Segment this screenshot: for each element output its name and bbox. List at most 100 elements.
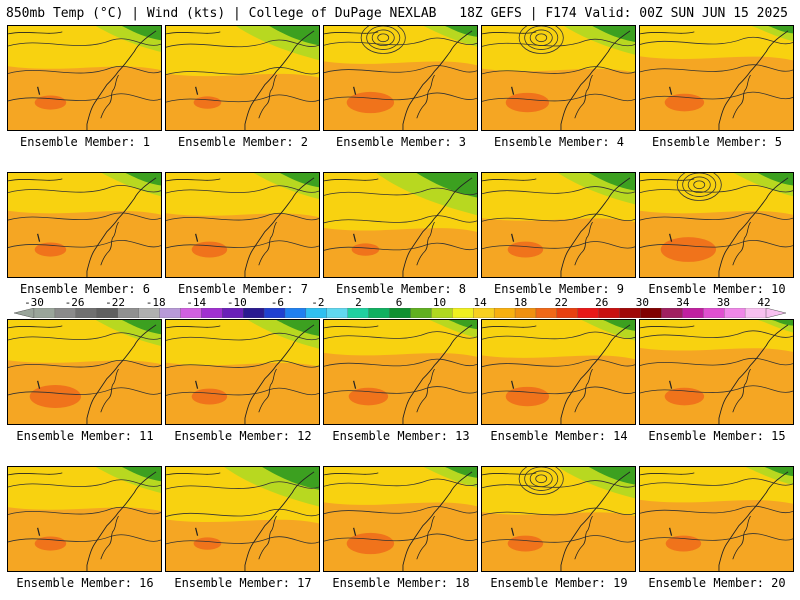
height-contour	[324, 358, 477, 367]
chesapeake-bay-outline	[416, 515, 435, 560]
chart-title: 850mb Temp (°C) | Wind (kts) | College o…	[6, 6, 437, 21]
height-contour	[640, 212, 793, 221]
colorbar-swatch	[452, 308, 474, 318]
cool-air-region	[416, 173, 477, 198]
coastline	[244, 324, 315, 424]
height-contour	[324, 386, 477, 395]
height-contour	[482, 359, 635, 368]
ensemble-member-label: Ensemble Member: 9	[493, 282, 625, 296]
colorbar-swatch	[431, 308, 453, 318]
lake-outline	[324, 325, 379, 329]
coastline	[86, 177, 157, 277]
map-feature-line	[37, 527, 41, 536]
coastline	[560, 177, 631, 277]
lake-outline	[482, 472, 537, 476]
lake-outline	[8, 178, 63, 182]
ensemble-member-map	[165, 319, 320, 425]
low-pressure-contour	[524, 26, 559, 50]
colorbar-swatch	[514, 308, 537, 318]
colorbar-swatch	[368, 308, 391, 318]
coastline	[718, 177, 789, 277]
colorbar-swatch	[117, 308, 140, 318]
temperature-map	[8, 173, 161, 277]
temperature-map	[324, 320, 477, 424]
cool-air-region	[324, 26, 477, 66]
height-contour	[482, 93, 635, 102]
ensemble-member-map	[165, 172, 320, 278]
height-contour	[8, 506, 161, 515]
height-contour	[482, 213, 635, 222]
coastline	[402, 30, 473, 130]
cool-air-region	[125, 173, 161, 186]
warm-air-region	[193, 537, 222, 550]
height-contour	[482, 386, 635, 395]
colorbar-swatch	[724, 308, 746, 318]
height-contour	[166, 360, 319, 369]
ensemble-member-label: Ensemble Member: 6	[19, 282, 151, 296]
height-contour	[482, 507, 635, 516]
cool-air-region	[279, 173, 319, 188]
colorbar-swatch	[75, 308, 98, 318]
chesapeake-bay-outline	[100, 515, 119, 560]
colorbar-tick-label: -14	[186, 296, 207, 309]
colorbar-tick-label: -2	[311, 296, 325, 309]
height-contour	[8, 65, 161, 74]
colorbar-tick-label: 42	[757, 296, 771, 309]
cool-air-region	[276, 320, 319, 336]
ensemble-member-map	[323, 172, 478, 278]
temperature-map	[640, 173, 793, 277]
colorbar-swatch	[661, 308, 683, 318]
colorbar-swatch	[640, 308, 663, 318]
cool-air-region	[771, 320, 793, 326]
ensemble-member-map	[323, 319, 478, 425]
cool-air-region	[269, 26, 319, 46]
ensemble-member-map	[639, 466, 794, 572]
colorbar-swatch	[222, 308, 244, 318]
height-contour	[482, 241, 635, 250]
colorbar-swatch	[54, 308, 77, 318]
chesapeake-bay-outline	[732, 515, 751, 560]
height-contour	[640, 357, 793, 366]
coastline	[402, 471, 473, 571]
temperature-map	[8, 467, 161, 571]
temperature-map	[482, 467, 635, 571]
warm-air-region	[660, 237, 717, 262]
coastline	[402, 177, 473, 277]
chesapeake-bay-outline	[258, 515, 277, 560]
lake-outline	[8, 472, 63, 476]
height-contour	[640, 330, 793, 339]
warm-air-region	[34, 95, 67, 110]
ensemble-member-label: Ensemble Member: 2	[177, 135, 309, 149]
height-contour	[324, 215, 477, 224]
lake-outline	[482, 325, 537, 329]
colorbar-tick-label: 2	[355, 296, 362, 309]
coastline	[244, 177, 315, 277]
colorbar-tick-label: 22	[554, 296, 568, 309]
colorbar-tick-label: 38	[716, 296, 731, 309]
ensemble-member-label: Ensemble Member: 17	[174, 576, 312, 590]
lake-outline	[640, 472, 695, 476]
ensemble-member-map	[481, 25, 636, 131]
ensemble-member-map	[323, 25, 478, 131]
colorbar-max-arrow	[765, 308, 786, 318]
low-pressure-contour	[524, 467, 559, 491]
height-contour	[8, 387, 161, 396]
low-pressure-contour	[371, 29, 395, 47]
height-contour	[640, 505, 793, 514]
run-valid-time: 18Z GEFS | F174 Valid: 00Z SUN JUN 15 20…	[459, 6, 788, 21]
height-contour	[324, 187, 477, 196]
cool-air-region	[8, 173, 161, 215]
ensemble-member-map	[639, 319, 794, 425]
height-contour	[8, 479, 161, 488]
map-feature-line	[37, 380, 41, 389]
height-contour	[324, 37, 477, 46]
cool-air-region	[588, 467, 635, 485]
colorbar-swatch	[159, 308, 182, 318]
temperature-colorbar	[14, 308, 786, 318]
height-contour	[324, 533, 477, 542]
height-contour	[324, 65, 477, 74]
low-pressure-contour	[535, 474, 548, 484]
coastline	[86, 30, 157, 130]
low-pressure-contour	[687, 176, 711, 194]
colorbar-swatch	[577, 308, 600, 318]
